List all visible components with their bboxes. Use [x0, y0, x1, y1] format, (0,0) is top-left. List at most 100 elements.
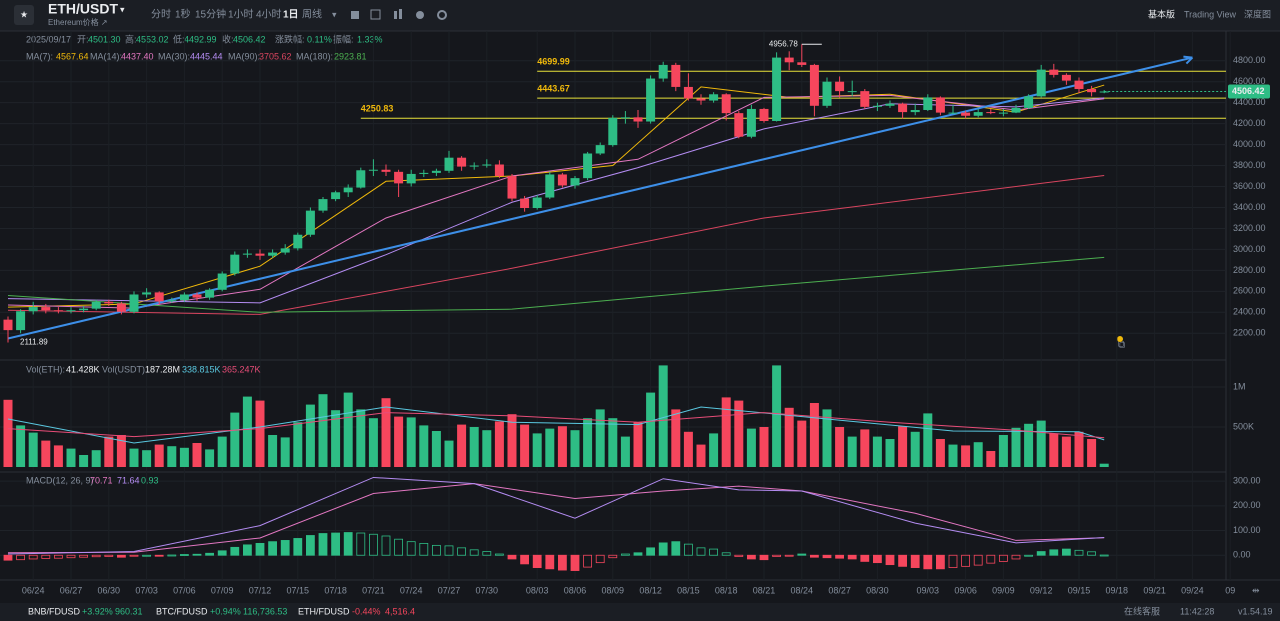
view-tab[interactable]: 深度图 [1244, 8, 1271, 19]
x-tick-label: 08/06 [564, 585, 587, 595]
macd-bar [545, 554, 555, 570]
info-change-label: 涨跌幅: [275, 33, 305, 44]
volume-bar [721, 397, 731, 467]
macd-bar [280, 540, 290, 556]
draw-icon[interactable] [370, 9, 381, 20]
macd-bar [154, 554, 164, 557]
more-intervals[interactable]: ▾ [332, 9, 337, 19]
info-close: 4506.42 [233, 34, 266, 44]
macd-bar [671, 541, 681, 556]
volume-average [7, 412, 1105, 439]
candle-body [759, 108, 769, 121]
ticker-pair[interactable]: BTC/FDUSD [156, 606, 208, 616]
macd-bar [406, 541, 416, 556]
ma-legend-value: 2923.81 [334, 51, 367, 61]
volume-bar [1061, 436, 1071, 467]
candle-body [948, 112, 958, 114]
x-tick-label: 07/21 [362, 585, 385, 595]
candle-body [394, 171, 404, 184]
macd-bar [356, 532, 366, 556]
macd-bar [268, 541, 278, 556]
y-tick-label: 3400.00 [1233, 202, 1266, 212]
candle-icon[interactable] [399, 9, 402, 19]
volume-bar [1087, 439, 1097, 467]
candle-body [1074, 80, 1084, 90]
candle-body [230, 254, 240, 274]
subtitle[interactable]: Ethereum价格 ↗ [48, 17, 108, 27]
x-tick-label: 09/21 [1143, 585, 1166, 595]
favorite-button[interactable] [14, 5, 34, 25]
y-tick-label: 3800.00 [1233, 160, 1266, 170]
volume-bar [570, 430, 580, 467]
x-tick-label: 08/12 [639, 585, 662, 595]
volume-bar [608, 418, 618, 467]
volume-bar [759, 427, 769, 467]
x-tick-label: 08/21 [753, 585, 776, 595]
volume-bar [104, 436, 114, 467]
support-link[interactable]: 在线客服 [1124, 605, 1160, 616]
macd-bar [658, 542, 668, 556]
candle-body [167, 300, 177, 302]
view-tab[interactable]: Trading View [1184, 9, 1237, 19]
interval-tab[interactable]: 周线 [302, 8, 322, 21]
macd-bar [66, 554, 76, 559]
macd-bar [142, 554, 152, 557]
candle-body [406, 173, 416, 184]
high-label: 4956.78 [769, 39, 798, 48]
ma-legend-value: 4567.64 [56, 51, 89, 61]
candle-body [217, 273, 227, 290]
candle-body [583, 153, 593, 179]
interval-tab[interactable]: 15分钟 [195, 8, 226, 21]
interval-tab[interactable]: 1秒 [175, 8, 191, 21]
indicator-icon[interactable] [351, 11, 359, 19]
macd-bar [885, 554, 895, 566]
symbol-dropdown[interactable]: ▾ [120, 4, 125, 14]
candle-body [658, 64, 668, 79]
x-tick-label: 09/03 [917, 585, 940, 595]
ticker-pair[interactable]: ETH/FDUSD [298, 606, 350, 616]
candle-body [822, 81, 832, 106]
screenshot-icon[interactable]: ⧉ [1118, 340, 1125, 351]
candle-body [116, 303, 126, 312]
volume-bar [482, 430, 492, 467]
interval-tab[interactable]: 分时 [151, 9, 171, 21]
ma-legend-name: MA(7): [26, 51, 53, 61]
ma-legend-name: MA(180): [296, 51, 333, 61]
x-tick-label: 07/09 [211, 585, 234, 595]
macd-bar [457, 547, 467, 556]
low-label: 2111.89 [20, 338, 48, 347]
macd-legend-name: MACD(12, 26, 9) [26, 475, 94, 485]
macd-bar [293, 538, 303, 556]
settings-icon[interactable] [437, 10, 447, 20]
macd-bar [973, 554, 983, 566]
macd-bar [444, 545, 454, 556]
volume-bar [255, 400, 265, 467]
candle-body [104, 301, 114, 304]
candle-body [192, 294, 202, 298]
interval-tab[interactable]: 1日 [283, 9, 299, 21]
candle-body [79, 308, 89, 311]
candle-body [557, 174, 567, 186]
candle-icon[interactable] [394, 11, 397, 19]
axis-settings[interactable]: ⇹ [1252, 585, 1260, 595]
y-tick-label: 4400.00 [1233, 97, 1266, 107]
macd-bar [583, 554, 592, 568]
clock: 11:42:28 [1180, 606, 1214, 616]
x-tick-label: 08/15 [677, 585, 700, 595]
macd-bar [331, 532, 341, 556]
macd-bar [305, 535, 315, 556]
macd-bar [961, 554, 970, 567]
macd-bar [608, 554, 618, 559]
vol-legend-name: Vol(ETH): [26, 364, 65, 374]
interval-tab[interactable]: 1小时 [228, 9, 254, 21]
view-tab[interactable]: 基本版 [1148, 8, 1175, 19]
volume-bar [494, 421, 504, 467]
y-tick-label: 500K [1233, 421, 1254, 431]
layout-icon[interactable] [416, 11, 424, 19]
macd-bar [734, 554, 744, 557]
macd-bar [1087, 551, 1096, 556]
symbol[interactable]: ETH/USDT [48, 1, 118, 17]
ticker-pair[interactable]: BNB/FDUSD [28, 606, 81, 616]
interval-tab[interactable]: 4小时 [256, 9, 282, 21]
